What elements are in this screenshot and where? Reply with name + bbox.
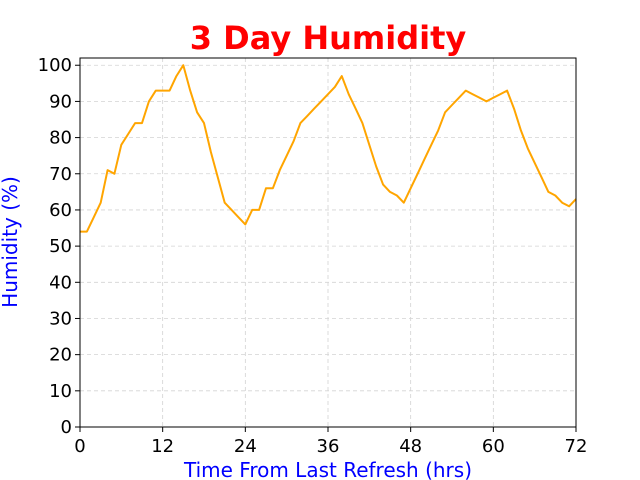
y-tick-label: 60 xyxy=(49,200,72,221)
y-tick-label: 100 xyxy=(38,55,72,76)
x-axis: 0 12 24 36 48 60 72 xyxy=(74,427,587,457)
x-tick-label: 60 xyxy=(482,436,505,457)
humidity-series-line xyxy=(80,64,577,233)
y-tick-label: 90 xyxy=(49,91,72,112)
y-tick-label: 70 xyxy=(49,164,72,185)
y-axis-label: Humidity (%) xyxy=(0,176,22,308)
y-axis: 0 10 20 30 40 50 60 70 80 90 100 xyxy=(38,55,80,438)
series-layer xyxy=(80,64,577,233)
y-tick-label: 30 xyxy=(49,308,72,329)
y-tick-label: 10 xyxy=(49,381,72,402)
y-tick-label: 50 xyxy=(49,236,72,257)
x-tick-label: 36 xyxy=(317,436,340,457)
grid xyxy=(79,58,577,428)
x-axis-label: Time From Last Refresh (hrs) xyxy=(183,458,472,480)
x-tick-label: 48 xyxy=(399,436,422,457)
x-tick-label: 24 xyxy=(234,436,257,457)
y-tick-label: 80 xyxy=(49,128,72,149)
y-tick-label: 40 xyxy=(49,272,72,293)
x-tick-label: 0 xyxy=(74,436,85,457)
y-tick-label: 20 xyxy=(49,345,72,366)
x-tick-label: 72 xyxy=(565,436,588,457)
x-tick-label: 12 xyxy=(151,436,174,457)
chart-title: 3 Day Humidity xyxy=(190,19,467,57)
y-tick-label: 0 xyxy=(61,417,72,438)
